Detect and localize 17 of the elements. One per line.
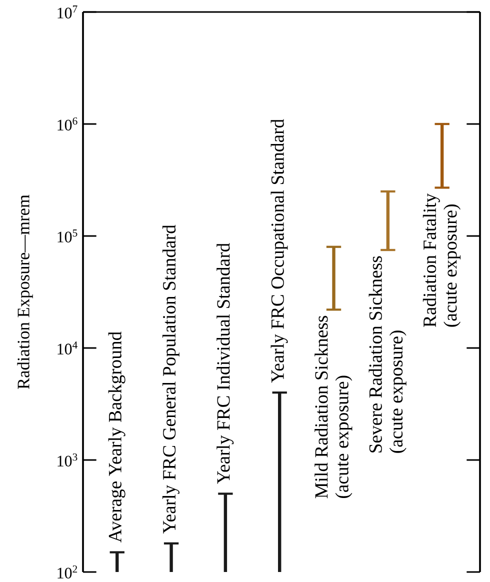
x-tick-label: Yearly FRC General Population Standard — [162, 224, 180, 534]
y-tick-label: 10$^{4}$ — [58, 342, 78, 354]
x-tick-label: Yearly FRC Individual Standard — [216, 243, 234, 484]
annotation: (acute exposure) — [444, 204, 461, 327]
y-tick-label: 10$^{6}$ — [58, 117, 78, 130]
x-tick-label: Average Yearly Background — [108, 332, 126, 542]
annotation: (acute exposure) — [389, 330, 406, 453]
y-tick-label: 10$^{2}$ — [58, 565, 78, 578]
x-tick-label: Mild Radiation Sickness — [314, 316, 328, 498]
x-tick-label: Severe Radiation Sickness — [368, 256, 382, 452]
annotation: (acute exposure) — [335, 376, 352, 498]
x-tick-label: Yearly FRC Occupational Standard — [270, 119, 288, 383]
x-tick-label: Radiation Fatality — [422, 193, 440, 328]
y-axis-title: Radiation Exposure—mrem — [17, 194, 33, 389]
y-tick-label: 10$^{7}$ — [58, 6, 78, 18]
y-tick-label: 10$^{3}$ — [58, 453, 78, 466]
y-tick-label: 10$^{5}$ — [58, 230, 78, 242]
